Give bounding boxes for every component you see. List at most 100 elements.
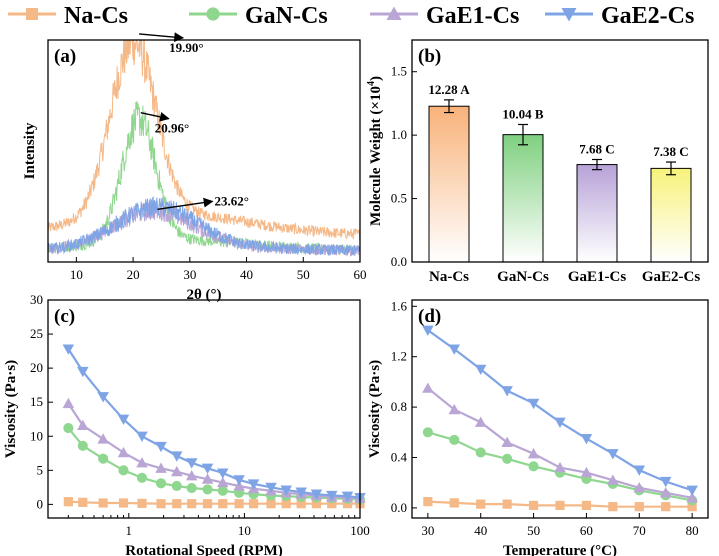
series-line-GaE1-Cs [67,402,361,500]
x-tick-label-d: 50 [527,523,540,538]
peak-arrow [157,197,214,211]
plot-frame-a [47,39,361,263]
point-GaE2-Cs [310,489,323,500]
point-GaE1-Cs [136,457,148,468]
peak-annotation: 20.96° [155,121,189,136]
point-GaE2-Cs [580,434,593,445]
legend-marker-GaE2-Cs [561,8,577,22]
xrd-trace-Na-Cs [48,40,360,241]
point-GaE1-Cs [77,419,89,430]
plot-frame-d [411,299,709,519]
bar-value-label: 7.68 C [579,141,614,156]
point-GaN-Cs [449,434,460,445]
point-Na-Cs [137,498,147,508]
y-tick-label-c: 0 [37,496,44,511]
point-GaE1-Cs [580,466,593,478]
point-GaE2-Cs [62,344,75,355]
point-Na-Cs [311,499,322,509]
point-Na-Cs [98,498,108,508]
legend: Na-Cs GaN-Cs GaE1-Cs GaE2-Cs [8,3,694,29]
point-GaN-Cs [77,440,88,451]
point-GaE1-Cs [607,474,619,485]
point-GaE1-Cs [185,470,198,481]
point-GaE2-Cs [326,490,338,502]
y-tick-label-d: 0.8 [391,399,407,414]
point-Na-Cs [248,499,259,509]
x-tick-label-a: 30 [183,267,196,282]
y-tick-label-d: 1.6 [391,298,408,313]
peak-arrow [140,111,170,122]
x-tick-label-d: 40 [474,523,487,538]
point-GaE1-Cs [501,436,513,447]
xrd-trace-GaE2-Cs [48,196,360,256]
point-GaN-Cs [136,472,148,483]
x-tick-label-c: 1 [126,523,133,538]
point-Na-Cs [172,499,182,509]
point-Na-Cs [234,499,244,509]
bar-value-label: 12.28 A [428,82,470,97]
y-label-end: ) [368,76,384,81]
y-label-main: Molecule Weight (×10 [368,86,384,226]
legend-label-Na-Cs: Na-Cs [64,3,128,29]
x-tick-label-d: 80 [686,523,699,538]
point-GaE2-Cs [136,431,148,442]
point-GaE2-Cs [201,463,214,475]
series-line-GaE1-Cs [427,387,693,499]
point-GaN-Cs [217,485,228,496]
point-GaE2-Cs [659,476,672,488]
plot-frame-b [411,39,709,263]
panel-c-viscosity-vs-speed: 0 5 10 15 20 25 30 1 10 100 (c) Rotational Speed (R… [3,292,370,556]
point-GaE1-Cs [633,482,646,493]
point-GaE2-Cs [265,482,277,494]
panel-label-d: (d) [418,306,441,327]
point-GaE2-Cs [155,441,167,453]
bar-GaE2-Cs [650,167,692,263]
x-tick-label-c: 10 [238,523,251,538]
panel-label-b: (b) [418,46,441,67]
legend-label-GaE1-Cs: GaE1-Cs [426,3,519,29]
point-GaN-Cs [155,478,167,489]
y-tick-label-c: 20 [30,360,43,375]
point-Na-Cs [187,499,197,509]
point-GaE1-Cs [201,473,214,484]
point-GaN-Cs [202,484,213,495]
point-GaE1-Cs [155,462,167,473]
point-GaE2-Cs [171,451,183,462]
point-Na-Cs [502,499,512,509]
bar-value-label: 7.38 C [653,144,688,159]
point-GaE1-Cs [686,492,698,503]
point-GaE2-Cs [247,479,260,490]
point-GaE2-Cs [686,485,698,497]
point-Na-Cs [449,498,459,508]
point-GaE2-Cs [97,392,109,403]
panel-label-a: (a) [54,46,76,67]
point-GaE2-Cs [501,386,513,397]
point-GaE2-Cs [422,325,434,336]
x-axis-label-a: 2θ (°) [186,287,221,303]
point-Na-Cs [327,499,337,509]
point-GaN-Cs [475,447,486,458]
plot-frame-c [47,299,361,519]
x-tick-label-a: 60 [354,267,367,282]
y-tick-label-d: 0.0 [391,500,407,515]
x-axis-label-c: Rotational Speed (RPM) [125,543,283,556]
x-tick-label-c: 100 [350,523,370,538]
x-tick-label-a: 10 [70,267,83,282]
x-tick-label-b: GaE2-Cs [642,269,701,285]
point-GaE2-Cs [233,475,245,486]
peak-annotation: 19.90° [169,40,203,55]
legend-marker-GaE1-Cs [386,6,402,20]
bar-GaE1-Cs [576,164,618,263]
y-tick-label-d: 1.2 [391,349,407,364]
point-Na-Cs [581,500,592,510]
point-GaE1-Cs [659,487,672,498]
point-GaE2-Cs [554,417,566,428]
point-Na-Cs [528,500,539,510]
y-tick-label-c: 5 [37,462,44,477]
panel-a-xrd: 10 20 30 40 50 60 (a) 2θ (°) Intensity 19.90° 20.9… [22,32,367,303]
point-Na-Cs [476,499,486,509]
point-GaE1-Cs [62,397,75,409]
y-tick-label-c: 10 [30,428,43,443]
legend-label-GaE2-Cs: GaE2-Cs [601,3,694,29]
y-tick-label-b: 0.5 [391,191,407,206]
